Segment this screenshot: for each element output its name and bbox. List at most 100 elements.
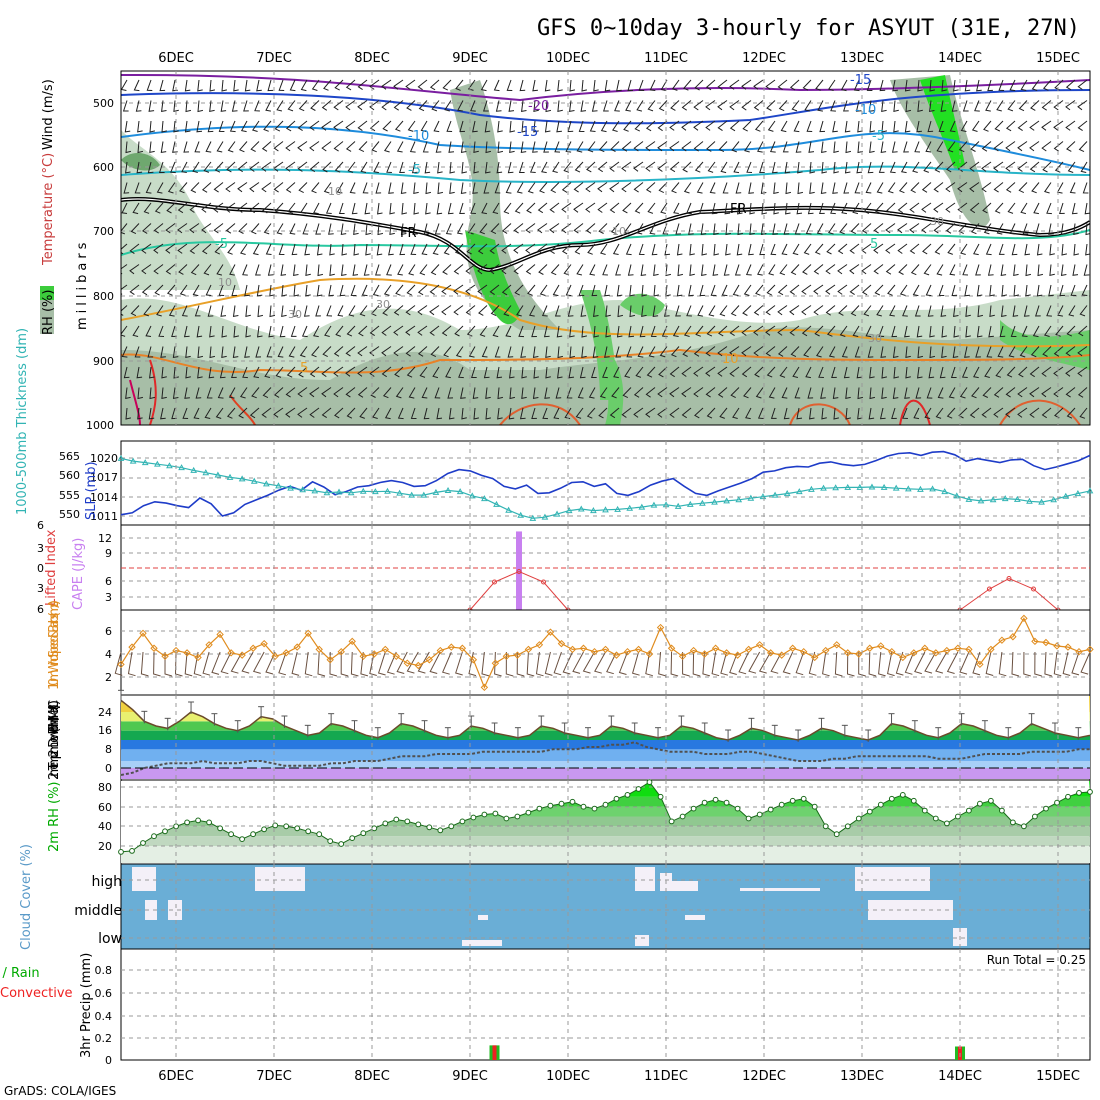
- wind-barb: [769, 141, 776, 153]
- wind-barb: [725, 223, 732, 236]
- wind-barb: [539, 284, 548, 296]
- wind-barb: [394, 366, 404, 378]
- wind-barb: [423, 407, 430, 420]
- wind-barb: [345, 141, 356, 152]
- thickness-point: [735, 496, 743, 503]
- wind-barb: [809, 182, 815, 195]
- wind-barb: [516, 182, 524, 194]
- wind-barb: [694, 79, 704, 91]
- rh-point: [657, 793, 664, 800]
- wind-barb: [577, 387, 584, 399]
- wind-barb: [478, 305, 488, 316]
- wind-barb: [525, 264, 536, 275]
- wind-barb: [795, 141, 802, 153]
- 10m-wind-barb: [748, 651, 761, 674]
- wind-barb: [325, 202, 332, 214]
- wind-barb: [805, 223, 812, 235]
- upper-air-wind-label: Wind (m/s): [41, 79, 56, 150]
- wind-barb: [717, 120, 728, 132]
- wind-barb: [177, 202, 188, 214]
- wind-barb: [760, 223, 767, 236]
- wind-barb: [625, 243, 632, 256]
- wind-barb: [850, 305, 860, 317]
- wind-barb: [797, 161, 803, 174]
- wind-barb: [321, 387, 332, 398]
- wind-barb: [974, 100, 980, 112]
- wind-barb: [383, 284, 392, 296]
- wind-barb: [989, 284, 995, 297]
- wind-barb: [309, 387, 320, 398]
- 10m-wind-speed-markers: [117, 614, 1094, 692]
- wind-barb: [508, 407, 515, 420]
- wind-barb: [369, 325, 380, 337]
- wind-barb: [309, 407, 320, 418]
- thickness-point: [420, 491, 428, 498]
- thickness-point: [1050, 496, 1058, 503]
- wind-barb: [941, 325, 948, 338]
- wind-barb: [621, 182, 632, 193]
- thickness-point: [347, 489, 355, 496]
- thickness-point: [384, 487, 391, 494]
- wind-barb: [541, 161, 548, 174]
- wind-barb: [576, 141, 584, 153]
- thickness-point: [783, 490, 791, 497]
- wind-barb: [143, 202, 152, 214]
- wind-barb: [783, 407, 790, 420]
- slp-line: [120, 450, 1091, 517]
- wind-barb: [189, 202, 200, 213]
- wind-barb: [550, 264, 560, 276]
- wind-barb: [441, 284, 452, 295]
- wind-barb: [316, 284, 323, 297]
- wind-barb: [681, 120, 692, 131]
- wind-barb: [861, 223, 872, 234]
- wind-barb: [819, 202, 825, 215]
- wind-barb: [434, 223, 441, 235]
- thickness-point: [372, 488, 379, 495]
- wind-barb: [405, 305, 416, 316]
- wind-barb: [669, 120, 680, 131]
- wind-speed-point: [447, 643, 456, 651]
- wind-barb: [208, 366, 215, 379]
- date-label: 12DEC: [742, 51, 786, 66]
- wind-barb: [914, 305, 921, 317]
- thickness-point: [141, 459, 149, 466]
- wind-barb: [933, 223, 944, 234]
- wind-barb: [604, 284, 610, 297]
- wind-barb: [777, 325, 788, 336]
- wind-barb: [460, 182, 467, 195]
- wind-barb: [484, 120, 491, 133]
- wind-barb: [1048, 223, 1054, 235]
- wind-barb: [267, 264, 274, 276]
- wind-barb: [779, 366, 788, 378]
- wind-barb: [676, 243, 683, 256]
- 10m-wind-barb: [887, 651, 895, 677]
- wind-barb: [189, 223, 200, 234]
- wind-barb: [527, 284, 536, 296]
- wind-barb: [789, 79, 800, 91]
- upper-air-rh-label: RH (%): [41, 290, 56, 335]
- wind-barb: [149, 387, 156, 400]
- wind-barb: [634, 202, 644, 214]
- wind-barb: [629, 305, 636, 318]
- wind-barb: [185, 100, 192, 113]
- wind-barb: [1059, 284, 1066, 297]
- wind-barb: [725, 243, 731, 256]
- thickness-point: [517, 511, 525, 518]
- wind-barb: [777, 346, 788, 357]
- wind-barb: [841, 346, 848, 358]
- wind-barb: [357, 346, 368, 357]
- wind-barb: [421, 387, 428, 399]
- wind-speed-point: [954, 644, 962, 652]
- wind-barb: [815, 346, 824, 358]
- wind-barb: [905, 366, 911, 379]
- wind-barb: [532, 79, 538, 92]
- wind-barb: [1042, 161, 1052, 173]
- wind-barb: [216, 264, 224, 276]
- wind-barb: [158, 161, 165, 173]
- wind-barb: [792, 243, 800, 256]
- rh-point: [999, 807, 1005, 814]
- wind-barb: [771, 161, 778, 174]
- wind-barb: [147, 346, 154, 358]
- wind-barb: [388, 182, 394, 194]
- wind-speed-point: [392, 652, 400, 661]
